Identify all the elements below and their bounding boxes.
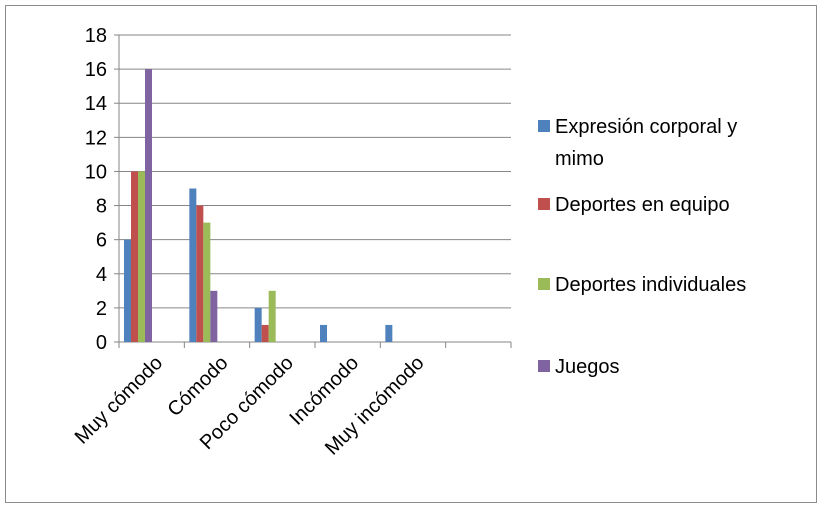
legend-swatch [538,360,550,372]
y-tick-label: 0 [96,332,107,354]
legend-label: Expresión corporal y [555,116,737,138]
bar-3-0 [320,324,327,342]
legend-label: Juegos [555,356,620,378]
legend-swatch [538,198,550,210]
x-tick-label: Muy cómodo [71,352,168,449]
bar-2-1 [261,324,269,342]
bar-0-3 [145,69,152,342]
bar-0-2 [138,171,145,342]
bar-1-0 [189,188,197,342]
bar-0-1 [131,171,138,342]
legend-swatch [538,278,550,290]
bar-4-0 [385,324,393,342]
legend-swatch [538,120,550,132]
bar-1-2 [203,222,211,342]
y-tick-label: 6 [96,230,107,252]
bar-2-0 [254,307,262,342]
y-tick-label: 16 [85,59,107,81]
legend-label: Deportes individuales [555,274,746,296]
y-tick-label: 12 [85,127,107,149]
bar-2-2 [268,290,276,342]
y-tick-label: 4 [96,264,107,286]
bar-1-3 [210,290,218,342]
y-tick-label: 2 [96,298,107,320]
bar-0-0 [124,239,131,342]
y-tick-label: 14 [85,93,107,115]
bar-1-1 [196,205,204,342]
y-tick-label: 18 [85,25,107,47]
y-tick-label: 8 [96,196,107,218]
legend-label: mimo [555,148,604,170]
y-tick-label: 10 [85,161,107,183]
x-tick-label: Cómodo [164,352,233,421]
legend-label: Deportes en equipo [555,194,730,216]
